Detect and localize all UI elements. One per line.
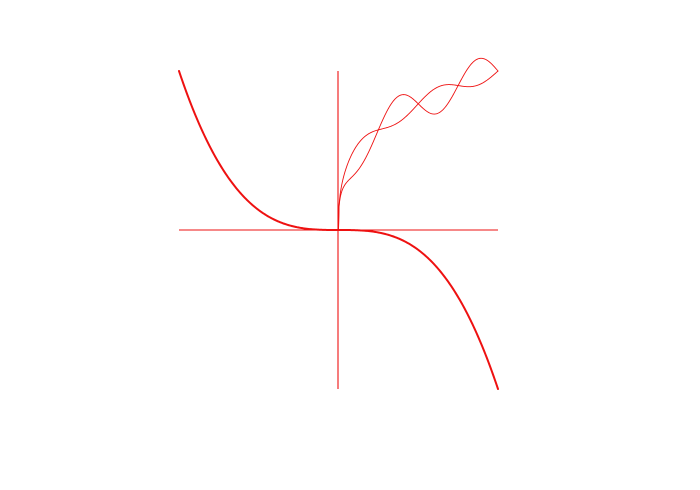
curve-cube-root-wave-upper — [338, 70, 499, 231]
function-curves — [178, 57, 499, 390]
curve-cube-root-wave-lower — [338, 57, 499, 231]
